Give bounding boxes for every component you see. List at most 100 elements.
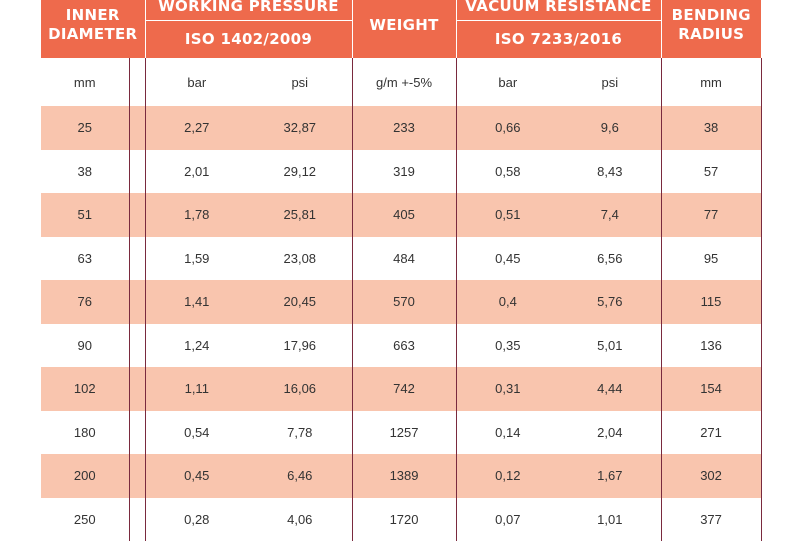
table-body: mm bar psi g/m +-5% bar psi mm 25 2,27 32,… <box>41 58 762 541</box>
table-cell: 20,45 <box>248 280 353 324</box>
weight-header: WEIGHT <box>351 0 457 58</box>
table-cell: 271 <box>660 410 762 454</box>
table-cell: 136 <box>660 323 762 367</box>
table-row: 180 0,54 7,78 1257 0,14 2,04 271 <box>41 410 762 454</box>
table-row: 250 0,28 4,06 1720 0,07 1,01 377 <box>41 497 762 541</box>
working-pressure-standard: ISO 1402/2009 <box>144 20 353 58</box>
spacer-cell <box>128 454 146 498</box>
unit-cell: bar <box>455 58 560 106</box>
table-cell: 51 <box>41 193 129 237</box>
table-cell: 16,06 <box>248 367 353 411</box>
table-cell: 1720 <box>351 497 457 541</box>
table-cell: 377 <box>660 497 762 541</box>
table-cell: 742 <box>351 367 457 411</box>
unit-cell: mm <box>660 58 762 106</box>
table-cell: 663 <box>351 323 457 367</box>
table-cell: 1,24 <box>144 323 249 367</box>
table-cell: 2,04 <box>597 424 623 440</box>
table-row: 25 2,27 32,87 233 0,66 9,6 38 <box>41 106 762 150</box>
unit-cell: g/m +-5% <box>351 58 457 106</box>
table-cell: 77 <box>660 193 762 237</box>
spacer-cell <box>128 58 146 106</box>
table-cell: 102 <box>41 367 129 411</box>
table-cell: 1257 <box>351 410 457 454</box>
table-cell: 17,96 <box>283 337 317 353</box>
table-cell: 5,01 <box>597 337 623 353</box>
unit-cell: psi <box>601 74 619 90</box>
table-cell: 154 <box>660 367 762 411</box>
table-cell: 0,51 <box>455 193 560 237</box>
table-cell: 1,41 <box>144 280 249 324</box>
table-cell: 302 <box>660 454 762 498</box>
table-cell: 8,43 <box>597 163 623 179</box>
table-cell: 1,11 <box>144 367 249 411</box>
hose-spec-table: INNER DIAMETER WORKING PRESSURE WEIGHT V… <box>41 0 762 541</box>
spacer-cell <box>128 410 146 454</box>
spacer-cell <box>128 323 146 367</box>
table-cell: 0,58 <box>455 149 560 193</box>
table-cell: 25,81 <box>248 193 353 237</box>
working-pressure-header: WORKING PRESSURE <box>144 0 353 22</box>
table-row: 90 1,24 17,96 663 0,35 5,01 136 <box>41 323 762 367</box>
table-cell: 4,44 <box>559 367 662 411</box>
table-cell: 6,46 <box>248 454 353 498</box>
table-cell: 57 <box>660 149 762 193</box>
unit-cell: psi <box>291 74 309 90</box>
table-cell: 90 <box>77 337 92 353</box>
vacuum-resistance-standard: ISO 7233/2016 <box>455 20 662 58</box>
table-cell: 570 <box>351 280 457 324</box>
table-cell: 233 <box>351 106 457 150</box>
vacuum-resistance-header: VACUUM RESISTANCE <box>455 0 662 22</box>
table-cell: 1389 <box>351 454 457 498</box>
table-cell: 0,45 <box>144 454 249 498</box>
table-cell: 38 <box>660 106 762 150</box>
table-cell: 0,4 <box>455 280 560 324</box>
table-cell: 405 <box>351 193 457 237</box>
table-cell: 9,6 <box>559 106 662 150</box>
inner-diameter-header: INNER DIAMETER <box>41 0 146 58</box>
table-cell: 29,12 <box>283 163 317 179</box>
spacer-cell <box>128 280 146 324</box>
table-cell: 76 <box>41 280 129 324</box>
table-cell: 7,78 <box>287 424 313 440</box>
table-cell: 0,54 <box>144 410 249 454</box>
table-cell: 0,35 <box>455 323 560 367</box>
table-cell: 63 <box>77 250 92 266</box>
table-cell: 0,07 <box>455 497 560 541</box>
table-cell: 25 <box>41 106 129 150</box>
table-cell: 319 <box>351 149 457 193</box>
units-row: mm bar psi g/m +-5% bar psi mm <box>41 58 762 106</box>
table-cell: 115 <box>660 280 762 324</box>
table-row: 76 1,41 20,45 570 0,4 5,76 115 <box>41 280 762 324</box>
table-cell: 5,76 <box>559 280 662 324</box>
table-cell: 32,87 <box>248 106 353 150</box>
table-cell: 0,31 <box>455 367 560 411</box>
table-cell: 6,56 <box>597 250 623 266</box>
table-header: INNER DIAMETER WORKING PRESSURE WEIGHT V… <box>41 0 762 58</box>
spacer-cell <box>128 193 146 237</box>
table-cell: 1,67 <box>559 454 662 498</box>
table-cell: 95 <box>660 236 762 280</box>
table-row: 200 0,45 6,46 1389 0,12 1,67 302 <box>41 454 762 498</box>
unit-cell: mm <box>73 74 96 90</box>
spacer-cell <box>128 367 146 411</box>
table-cell: 23,08 <box>283 250 317 266</box>
table-row: 51 1,78 25,81 405 0,51 7,4 77 <box>41 193 762 237</box>
table-cell: 1,78 <box>144 193 249 237</box>
table-cell: 38 <box>77 163 92 179</box>
spacer-cell <box>128 497 146 541</box>
table-cell: 4,06 <box>287 511 313 527</box>
table-cell: 2,01 <box>144 149 249 193</box>
table-cell: 200 <box>41 454 129 498</box>
table-cell: 0,66 <box>455 106 560 150</box>
table-cell: 250 <box>73 511 96 527</box>
table-cell: 0,12 <box>455 454 560 498</box>
table-row: 38 2,01 29,12 319 0,58 8,43 57 <box>41 149 762 193</box>
bending-radius-header: BENDING RADIUS <box>660 0 762 58</box>
table-cell: 180 <box>73 424 96 440</box>
spacer-cell <box>128 106 146 150</box>
table-cell: 484 <box>351 236 457 280</box>
table-cell: 7,4 <box>559 193 662 237</box>
table-cell: 0,28 <box>144 497 249 541</box>
